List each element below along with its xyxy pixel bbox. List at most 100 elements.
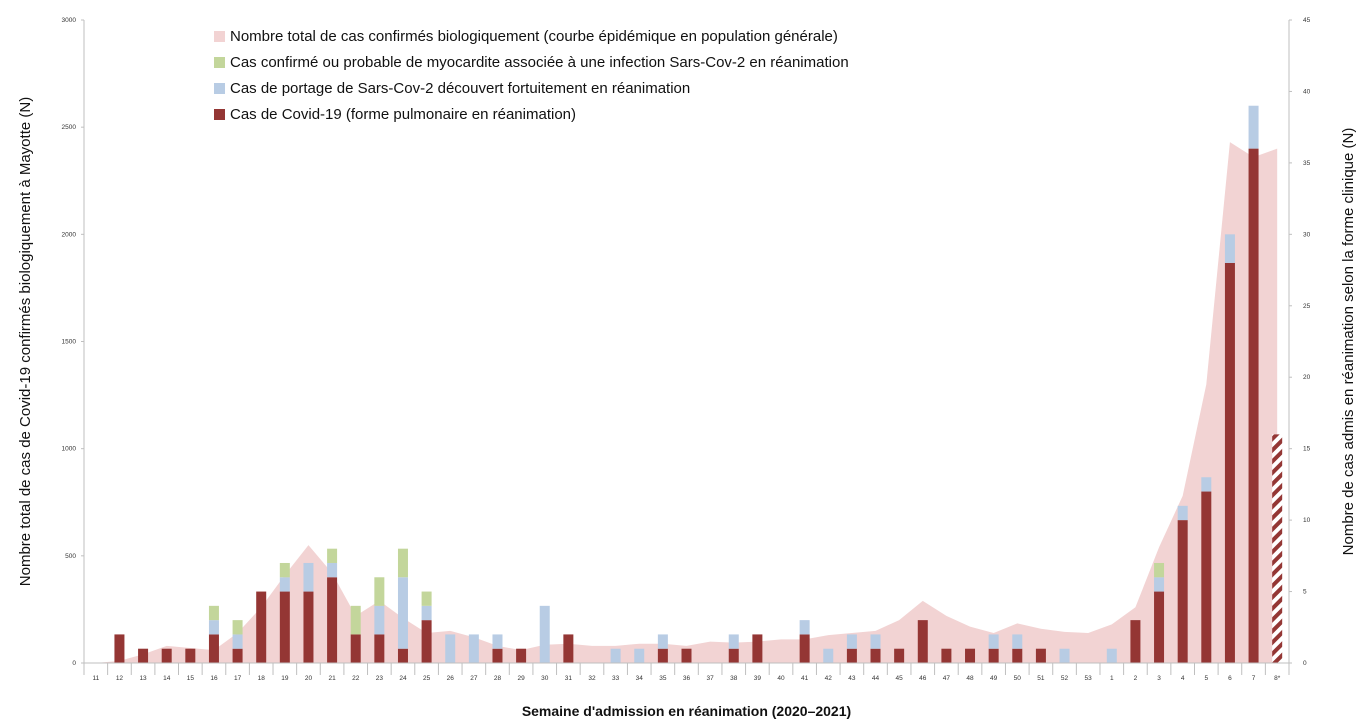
x-tick-label-46: 46 bbox=[919, 675, 927, 682]
x-tick-label-11: 11 bbox=[92, 675, 99, 682]
bar-covid-20 bbox=[303, 591, 314, 663]
bar-myocardite-22 bbox=[350, 605, 361, 635]
bar-covid-35 bbox=[657, 648, 668, 663]
epidemic-curve-area bbox=[95, 142, 1278, 664]
y-left-tick-label: 2000 bbox=[62, 231, 77, 238]
bar-portage-35 bbox=[657, 634, 668, 649]
bar-portage-28 bbox=[492, 634, 503, 649]
x-tick-label-18: 18 bbox=[258, 675, 266, 682]
y-right-tick-label: 45 bbox=[1303, 17, 1311, 24]
bar-covid-15 bbox=[185, 648, 196, 663]
x-tick-label-6: 6 bbox=[1228, 675, 1232, 682]
x-tick-label-41: 41 bbox=[801, 675, 809, 682]
legend-label: Cas de portage de Sars-Cov-2 découvert f… bbox=[230, 80, 690, 97]
x-tick-label-24: 24 bbox=[399, 675, 407, 682]
y-right-tick-label: 40 bbox=[1303, 88, 1311, 95]
bar-covid-17 bbox=[232, 648, 243, 663]
bar-covid-28 bbox=[492, 648, 503, 663]
bar-covid-16 bbox=[208, 634, 219, 663]
x-tick-label-26: 26 bbox=[447, 675, 455, 682]
bar-portage-19 bbox=[279, 577, 290, 592]
x-tick-label-5: 5 bbox=[1204, 675, 1208, 682]
bar-portage-42 bbox=[823, 648, 834, 663]
bar-portage-50 bbox=[1012, 634, 1023, 649]
y-right-tick-label: 0 bbox=[1303, 660, 1307, 667]
bar-covid-5 bbox=[1201, 491, 1212, 663]
bar-portage-38 bbox=[728, 634, 739, 649]
x-tick-label-21: 21 bbox=[328, 675, 336, 682]
x-tick-label-8*: 8* bbox=[1274, 675, 1281, 682]
y-right-tick-label: 25 bbox=[1303, 303, 1311, 310]
x-tick-label-47: 47 bbox=[943, 675, 951, 682]
bar-myocardite-19 bbox=[279, 562, 290, 578]
bar-portage-41 bbox=[799, 620, 810, 635]
bar-myocardite-23 bbox=[374, 577, 385, 606]
x-tick-label-38: 38 bbox=[730, 675, 738, 682]
x-tick-label-15: 15 bbox=[187, 675, 195, 682]
x-tick-label-29: 29 bbox=[517, 675, 525, 682]
bar-covid-23 bbox=[374, 634, 385, 663]
bar-covid-24 bbox=[397, 648, 408, 663]
x-tick-label-32: 32 bbox=[588, 675, 596, 682]
x-tick-label-25: 25 bbox=[423, 675, 431, 682]
bar-covid-7 bbox=[1248, 148, 1259, 664]
x-tick-label-35: 35 bbox=[659, 675, 667, 682]
y-right-tick-label: 30 bbox=[1303, 231, 1311, 238]
bar-portage-25 bbox=[421, 605, 432, 621]
bar-covid-38 bbox=[728, 648, 739, 663]
y-axis-right-label: Nombre de cas admis en réanimation selon… bbox=[1340, 128, 1357, 556]
bar-portage-4 bbox=[1177, 505, 1188, 521]
y-axis-left-label: Nombre total de cas de Covid-19 confirmé… bbox=[17, 97, 34, 586]
bar-portage-23 bbox=[374, 605, 385, 635]
legend-swatch bbox=[214, 83, 225, 94]
x-tick-label-44: 44 bbox=[872, 675, 880, 682]
bar-portage-26 bbox=[445, 634, 456, 663]
x-axis-label: Semaine d'admission en réanimation (2020… bbox=[522, 703, 851, 719]
legend-swatch bbox=[214, 109, 225, 120]
y-left-tick-label: 2500 bbox=[62, 124, 77, 131]
bar-covid-47 bbox=[941, 648, 952, 663]
bar-covid-31 bbox=[563, 634, 574, 663]
legend-label: Nombre total de cas confirmés biologique… bbox=[230, 28, 838, 45]
bar-portage-3 bbox=[1154, 577, 1165, 592]
x-tick-label-42: 42 bbox=[825, 675, 833, 682]
y-right-tick-label: 15 bbox=[1303, 446, 1311, 453]
legend-swatch bbox=[214, 31, 225, 42]
x-tick-label-33: 33 bbox=[612, 675, 620, 682]
bar-covid-49 bbox=[988, 648, 999, 663]
bar-covid-44 bbox=[870, 648, 881, 663]
bar-portage-17 bbox=[232, 634, 243, 649]
x-tick-label-50: 50 bbox=[1014, 675, 1022, 682]
bar-portage-7 bbox=[1248, 105, 1259, 149]
bar-portage-49 bbox=[988, 634, 999, 649]
bar-portage-43 bbox=[846, 634, 857, 649]
y-right-tick-label: 5 bbox=[1303, 589, 1307, 596]
x-tick-label-43: 43 bbox=[848, 675, 856, 682]
x-tick-label-14: 14 bbox=[163, 675, 171, 682]
bar-portage-5 bbox=[1201, 477, 1212, 492]
bar-covid-19 bbox=[279, 591, 290, 663]
bar-covid-6 bbox=[1224, 262, 1235, 663]
y-left-tick-label: 1000 bbox=[62, 446, 77, 453]
x-tick-label-16: 16 bbox=[210, 675, 218, 682]
bar-myocardite-3 bbox=[1154, 562, 1165, 578]
y-left-tick-label: 0 bbox=[72, 660, 76, 667]
bar-portage-24 bbox=[397, 577, 408, 649]
bar-covid-4 bbox=[1177, 520, 1188, 663]
bar-portage-6 bbox=[1224, 234, 1235, 263]
x-tick-label-20: 20 bbox=[305, 675, 313, 682]
bar-portage-27 bbox=[468, 634, 479, 663]
bar-covid-46 bbox=[917, 620, 928, 663]
x-tick-label-30: 30 bbox=[541, 675, 549, 682]
legend-label: Cas confirmé ou probable de myocardite a… bbox=[230, 54, 849, 71]
x-tick-label-48: 48 bbox=[966, 675, 974, 682]
x-tick-label-49: 49 bbox=[990, 675, 998, 682]
y-right-tick-label: 10 bbox=[1303, 517, 1311, 524]
bar-portage-52 bbox=[1059, 648, 1070, 663]
bar-covid-14 bbox=[161, 648, 172, 663]
bar-covid-39 bbox=[752, 634, 763, 663]
bar-layer bbox=[114, 105, 1283, 664]
bar-covid-8* bbox=[1272, 434, 1283, 663]
x-tick-label-12: 12 bbox=[116, 675, 124, 682]
